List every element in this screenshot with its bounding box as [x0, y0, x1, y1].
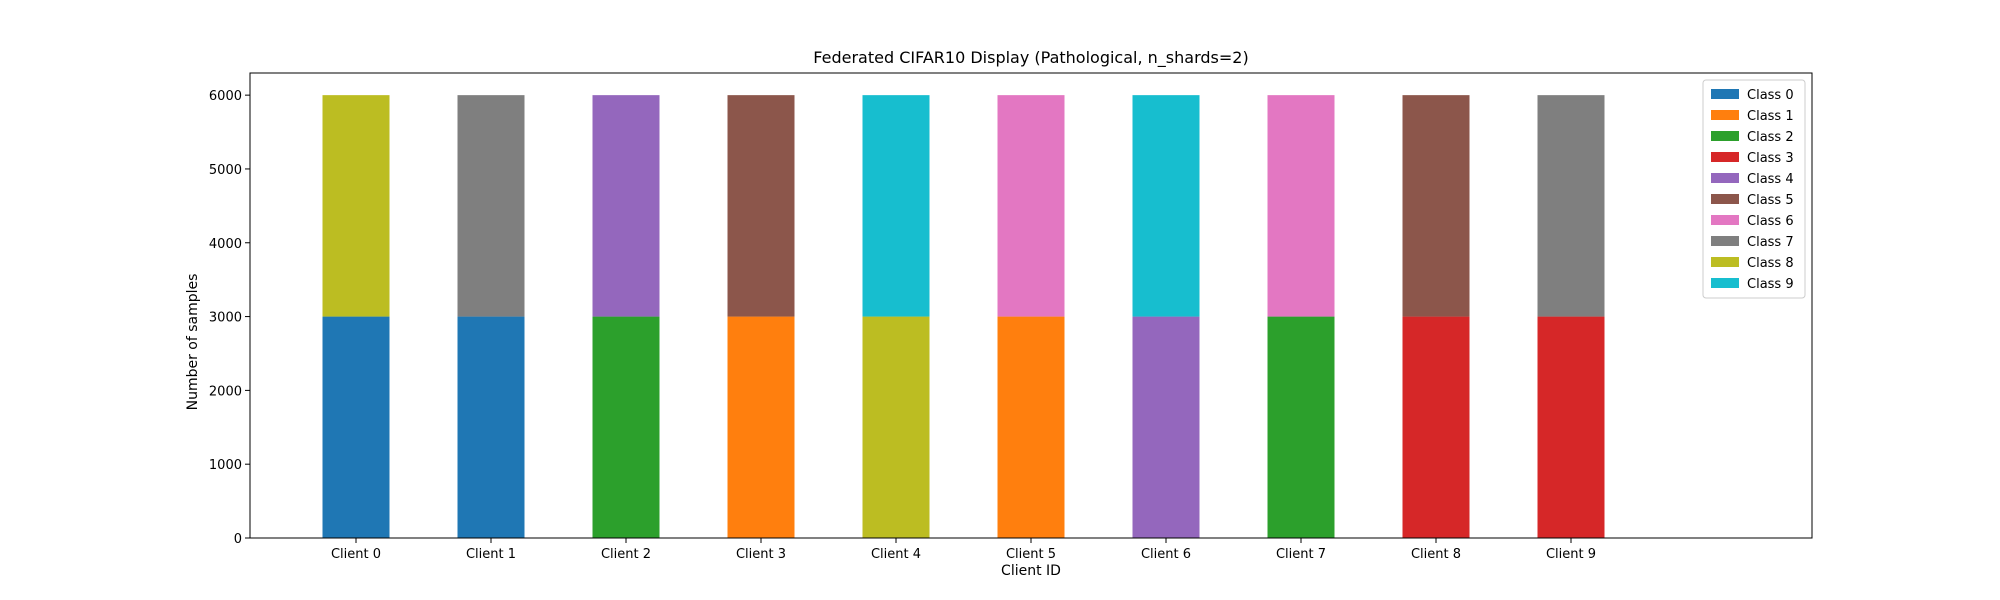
bar-segment-client-7-series-6: [1267, 95, 1335, 317]
bar-segment-client-4-series-8: [862, 316, 930, 538]
bars-layer: [322, 95, 1605, 538]
legend-label-7: Class 7: [1747, 235, 1794, 250]
legend-swatch-6: [1711, 215, 1739, 225]
legend-label-9: Class 9: [1747, 277, 1794, 292]
bar-segment-client-8-series-3: [1402, 316, 1470, 538]
legend-swatch-1: [1711, 110, 1739, 120]
x-tick-label-1: Client 1: [466, 547, 516, 562]
y-tick-label-4: 4000: [209, 237, 242, 252]
y-tick-label-0: 0: [234, 532, 242, 547]
y-tick-label-1: 1000: [209, 458, 242, 473]
bar-segment-client-6-series-4: [1132, 316, 1200, 538]
chart-title: Federated CIFAR10 Display (Pathological,…: [813, 48, 1248, 68]
bar-segment-client-0-series-8: [322, 95, 390, 317]
bar-segment-client-2-series-4: [592, 95, 660, 317]
legend-label-8: Class 8: [1747, 256, 1794, 271]
x-tick-label-8: Client 8: [1411, 547, 1461, 562]
bar-segment-client-6-series-9: [1132, 95, 1200, 317]
bar-segment-client-7-series-2: [1267, 316, 1335, 538]
bar-segment-client-3-series-5: [727, 95, 795, 317]
legend: Class 0 Class 1 Class 2 Class 3 Class 4 Class…: [1702, 79, 1806, 299]
y-tick-label-6: 6000: [209, 89, 242, 104]
legend-label-6: Class 6: [1747, 214, 1794, 229]
bar-segment-client-8-series-5: [1402, 95, 1470, 317]
legend-label-3: Class 3: [1747, 151, 1794, 166]
y-tick-label-3: 3000: [209, 311, 242, 326]
bar-segment-client-0-series-0: [322, 316, 390, 538]
bar-segment-client-1-series-0: [457, 316, 525, 538]
x-tick-label-6: Client 6: [1141, 547, 1191, 562]
y-tick-label-5: 5000: [209, 163, 242, 178]
legend-swatch-8: [1711, 257, 1739, 267]
bar-segment-client-4-series-9: [862, 95, 930, 317]
legend-label-0: Class 0: [1747, 88, 1794, 103]
bar-segment-client-9-series-3: [1537, 316, 1605, 538]
x-tick-label-7: Client 7: [1276, 547, 1326, 562]
x-tick-label-0: Client 0: [331, 547, 381, 562]
legend-label-2: Class 2: [1747, 130, 1794, 145]
y-tick-label-2: 2000: [209, 384, 242, 399]
legend-swatch-4: [1711, 173, 1739, 183]
axes-layer: 0 1000 2000 3000 4000 5000 6000 Client 0 Client …: [209, 72, 1813, 562]
legend-swatch-9: [1711, 278, 1739, 288]
x-tick-label-4: Client 4: [871, 547, 921, 562]
legend-label-1: Class 1: [1747, 109, 1794, 124]
x-axis-title: Client ID: [1001, 563, 1061, 579]
x-tick-label-9: Client 9: [1546, 547, 1596, 562]
legend-label-4: Class 4: [1747, 172, 1794, 187]
y-axis-title: Number of samples: [185, 274, 201, 411]
bar-segment-client-5-series-6: [997, 95, 1065, 317]
bar-segment-client-5-series-1: [997, 316, 1065, 538]
legend-label-5: Class 5: [1747, 193, 1794, 208]
x-tick-label-2: Client 2: [601, 547, 651, 562]
bar-segment-client-9-series-7: [1537, 95, 1605, 317]
legend-swatch-0: [1711, 89, 1739, 99]
legend-swatch-5: [1711, 194, 1739, 204]
bar-segment-client-3-series-1: [727, 316, 795, 538]
x-tick-label-3: Client 3: [736, 547, 786, 562]
legend-swatch-2: [1711, 131, 1739, 141]
bar-segment-client-1-series-7: [457, 95, 525, 317]
legend-swatch-3: [1711, 152, 1739, 162]
x-tick-label-5: Client 5: [1006, 547, 1056, 562]
bar-segment-client-2-series-2: [592, 316, 660, 538]
legend-swatch-7: [1711, 236, 1739, 246]
